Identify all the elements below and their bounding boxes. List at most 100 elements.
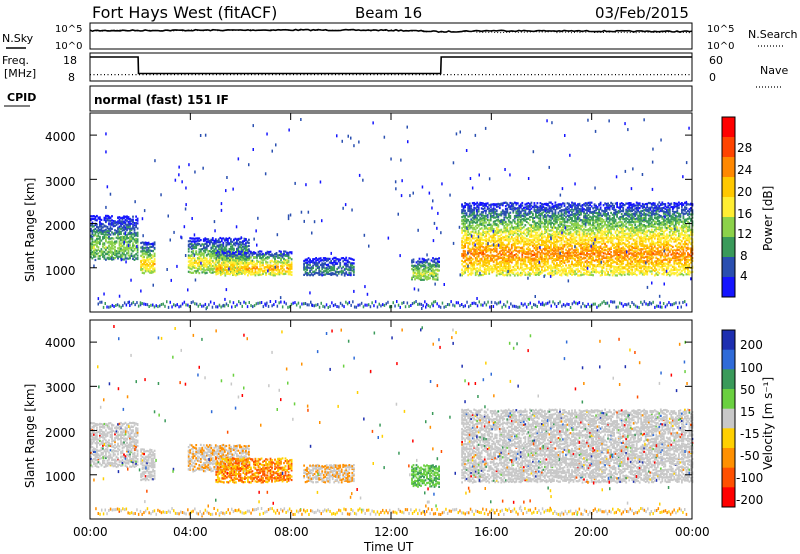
power-cell [533, 261, 536, 264]
power-cell [198, 252, 201, 256]
power-cell [485, 264, 488, 267]
power-cell [512, 244, 515, 247]
power-cell [234, 244, 237, 247]
power-cell [202, 252, 205, 255]
power-cell [192, 271, 195, 274]
power-cell [563, 261, 566, 264]
power-cell [220, 246, 223, 249]
power-cell [533, 271, 536, 275]
power-cell [557, 254, 560, 257]
power-cell [192, 252, 195, 255]
power-cell [492, 216, 495, 219]
power-cell [477, 208, 480, 211]
power-cell [607, 213, 609, 216]
power-cell [476, 236, 479, 239]
power-cell [504, 211, 507, 215]
power-cell [509, 252, 512, 255]
power-cell [473, 231, 476, 234]
power-cell [587, 223, 590, 226]
power-cell [90, 253, 92, 256]
power-cell [571, 270, 573, 273]
power-cell [498, 263, 501, 266]
power-cell [236, 269, 239, 273]
power-cell [522, 226, 525, 229]
power-cell [144, 266, 147, 269]
power-cell [120, 236, 122, 239]
power-cell [553, 270, 555, 273]
power-cell [195, 250, 198, 253]
power-cell [309, 264, 311, 267]
power-cell [312, 264, 314, 267]
power-cell [143, 261, 145, 264]
power-cell [557, 233, 560, 236]
power-cell [208, 270, 211, 273]
power-cell [529, 208, 531, 211]
power-cell [536, 205, 539, 208]
power-cell [198, 258, 201, 261]
power-cell [515, 260, 518, 263]
power-cell [568, 248, 570, 251]
power-cell [417, 268, 419, 271]
power-cell [106, 252, 109, 255]
power-cell [464, 204, 466, 207]
power-cell [253, 260, 255, 263]
power-cell [195, 237, 198, 240]
power-cell [599, 252, 602, 255]
power-cell [211, 265, 214, 268]
power-cell [550, 256, 552, 259]
power-cell [236, 260, 238, 263]
power-cell [550, 245, 552, 248]
power-cell [521, 204, 524, 207]
power-cell [257, 253, 260, 256]
power-cell [461, 253, 463, 256]
power-cell [232, 273, 234, 276]
power-cell [91, 257, 94, 260]
power-cell [501, 266, 504, 269]
power-cell [503, 239, 506, 242]
power-cell [462, 270, 465, 273]
power-cell [239, 237, 241, 240]
power-cell [492, 254, 495, 257]
power-cell [312, 266, 314, 270]
power-cell [190, 253, 193, 256]
power-cell [132, 225, 134, 228]
power-cell [607, 250, 609, 253]
power-cell [483, 227, 486, 230]
power-cell [483, 224, 486, 227]
power-cell [536, 231, 539, 234]
power-cell [574, 273, 576, 276]
power-cell [120, 249, 122, 252]
power-cell [260, 261, 263, 264]
power-cell [518, 227, 521, 230]
power-cell [512, 239, 515, 242]
power-cell [127, 240, 130, 243]
power-cell [482, 202, 485, 205]
power-cell [590, 211, 593, 214]
power-cell [307, 266, 310, 269]
power-cell [587, 256, 590, 259]
power-cell [486, 245, 489, 249]
power-cell [218, 266, 221, 269]
power-cell [542, 203, 545, 206]
power-cell [542, 222, 545, 225]
power-cell [251, 251, 254, 254]
power-cell [325, 272, 328, 275]
power-cell [468, 213, 471, 216]
power-cell [617, 258, 620, 261]
power-cell [224, 258, 227, 261]
power-cell [577, 211, 579, 214]
power-cell [133, 247, 136, 250]
power-cell [244, 269, 246, 272]
power-cell [578, 209, 581, 212]
power-cell [461, 211, 463, 214]
power-cell [512, 268, 515, 271]
power-cell [140, 250, 142, 253]
power-cell [140, 254, 142, 257]
power-cell [479, 251, 482, 255]
power-cell [510, 271, 513, 274]
power-cell [325, 268, 328, 271]
power-cell [93, 244, 95, 247]
power-cell [94, 227, 97, 231]
power-cell [147, 247, 150, 250]
power-cell [571, 269, 573, 272]
